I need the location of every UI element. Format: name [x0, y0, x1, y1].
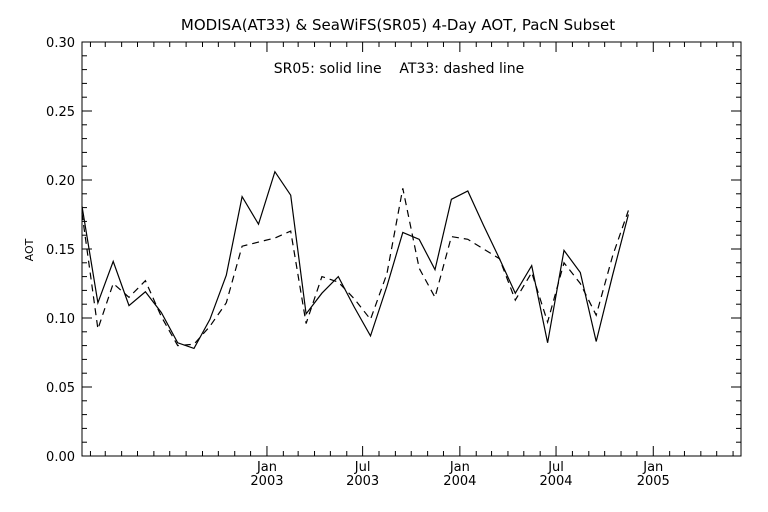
x-tick-label-year: 2003: [346, 474, 379, 489]
y-tick-label: 0.25: [46, 105, 75, 120]
chart-annotation: SR05: solid line AT33: dashed line: [274, 61, 525, 77]
x-tick-label-year: 2003: [250, 474, 283, 489]
x-tick-label-year: 2005: [637, 474, 670, 489]
y-tick-label: 0.00: [46, 450, 75, 465]
y-tick-label: 0.15: [46, 243, 75, 258]
y-tick-label: 0.20: [46, 174, 75, 189]
x-tick-label-year: 2004: [443, 474, 476, 489]
x-tick-label-month: Jul: [547, 460, 564, 475]
y-tick-label: 0.05: [46, 381, 75, 396]
y-tick-label: 0.10: [46, 312, 75, 327]
x-tick-label-month: Jan: [256, 460, 277, 475]
x-tick-label-month: Jul: [354, 460, 371, 475]
series-layer: [81, 170, 629, 350]
chart-title: MODISA(AT33) & SeaWiFS(SR05) 4-Day AOT, …: [181, 16, 615, 34]
x-tick-label-month: Jan: [642, 460, 663, 475]
y-tick-label: 0.30: [46, 36, 75, 51]
series-line-at33: [81, 188, 629, 347]
y-axis-label: AOT: [23, 238, 36, 261]
x-tick-label-year: 2004: [539, 474, 572, 489]
plot-frame: [81, 41, 742, 457]
y-axis: 0.00 0.05 0.10 0.15 0.20 0.25 0.30: [46, 36, 741, 465]
series-line-sr05: [81, 170, 629, 350]
x-tick-label-month: Jan: [449, 460, 470, 475]
